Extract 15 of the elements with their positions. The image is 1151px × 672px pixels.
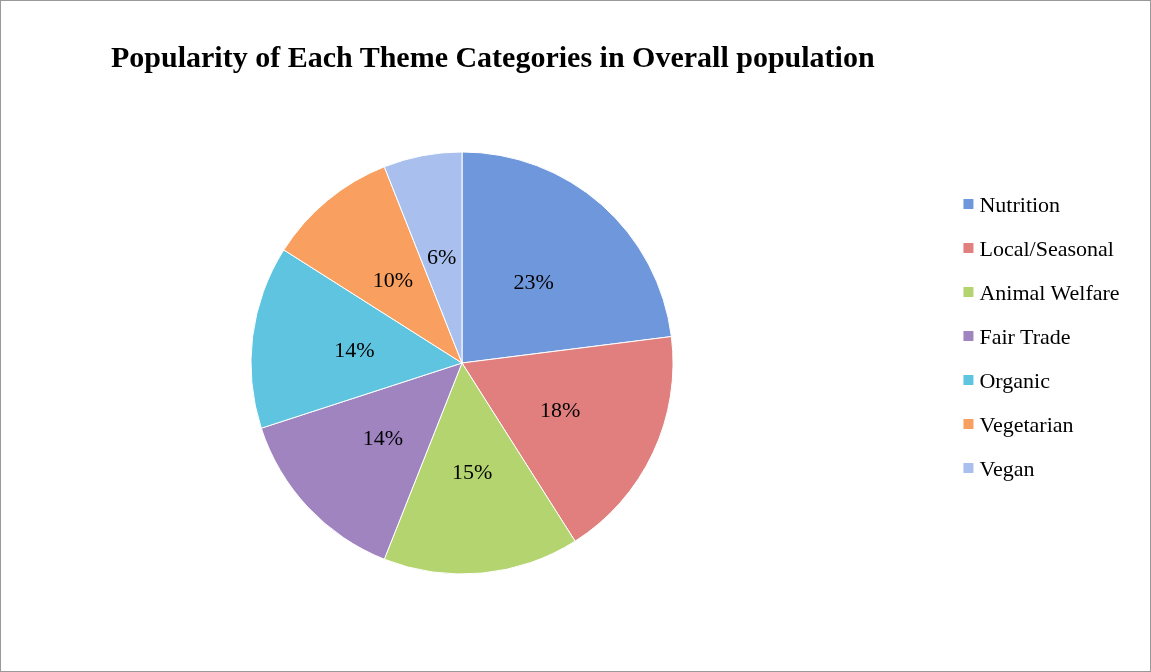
legend-label: Local/Seasonal bbox=[979, 235, 1114, 261]
data-label: 10% bbox=[372, 266, 413, 292]
legend-label: Nutrition bbox=[979, 191, 1061, 217]
legend-label: Fair Trade bbox=[979, 323, 1071, 349]
data-label: 14% bbox=[362, 424, 404, 450]
data-label: 6% bbox=[427, 243, 457, 269]
data-label: 18% bbox=[540, 396, 581, 422]
data-label: 23% bbox=[513, 269, 554, 295]
legend-label: Vegan bbox=[979, 455, 1035, 481]
legend-label: Organic bbox=[979, 367, 1051, 393]
data-label: 15% bbox=[452, 458, 493, 484]
chart-title: Popularity of Each Theme Categories in Overall population bbox=[111, 39, 875, 73]
data-label: 14% bbox=[334, 336, 375, 362]
legend-label: Vegetarian bbox=[979, 411, 1074, 437]
legend-label: Animal Welfare bbox=[979, 279, 1120, 305]
